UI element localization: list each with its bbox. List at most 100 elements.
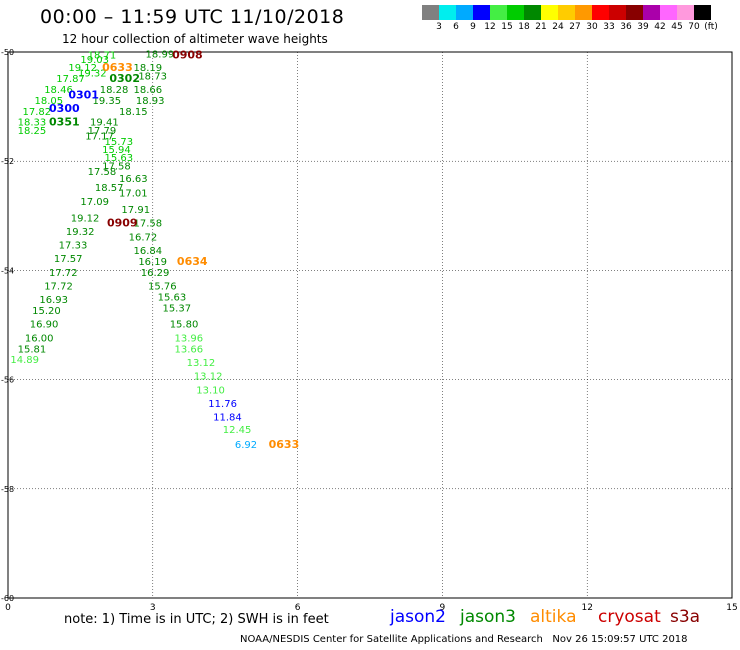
wave-height-label: 16.29 [141, 268, 170, 279]
wave-height-label: 13.96 [175, 333, 204, 344]
color-scale-label: 33 [603, 22, 615, 32]
color-swatch [473, 5, 490, 20]
wave-height-label: 18.46 [44, 85, 73, 96]
pass-time-label: 0351 [49, 116, 80, 129]
wave-height-map: 0 3 6 9 12 15 -50 -52 -54 -56 -58 -60 18.99 18.7119.0… [1, 48, 738, 610]
wave-height-label: 12.45 [223, 425, 252, 436]
wave-height-label: 16.84 [133, 246, 162, 257]
pass-time-label: 0633 [102, 61, 133, 74]
color-scale-label: 24 [552, 22, 564, 32]
color-swatch [558, 5, 575, 20]
pass-time-label: 0634 [177, 255, 208, 268]
wave-height-label: 17.33 [59, 241, 88, 252]
color-swatch [575, 5, 592, 20]
color-scale-label: 21 [535, 22, 547, 32]
wave-height-label: 17.57 [54, 254, 83, 265]
wave-height-label: 18.57 [95, 183, 124, 194]
x-tick-label: 9 [440, 603, 446, 610]
wave-height-label: 18.66 [133, 85, 162, 96]
color-swatch [541, 5, 558, 20]
color-scale-label: 3 [436, 22, 442, 32]
wave-height-label: 11.76 [208, 399, 237, 410]
wave-height-label: 19.12 [71, 213, 100, 224]
map-frame [7, 51, 733, 599]
color-swatch [592, 5, 609, 20]
color-scale-label: 30 [586, 22, 598, 32]
y-tick-label: -60 [1, 594, 14, 603]
wave-height-label: 17.82 [22, 107, 51, 118]
wave-height-label: 18.28 [100, 85, 129, 96]
wave-height-label: 16.00 [25, 333, 54, 344]
wave-height-label: 13.66 [175, 344, 204, 355]
y-tick-label: -58 [1, 485, 14, 494]
wave-height-label: 19.41 [90, 118, 119, 129]
x-tick-label: 6 [295, 603, 301, 610]
color-scale-label: 12 [484, 22, 496, 32]
x-tick-label: 3 [150, 603, 156, 610]
color-scale-labels: 3 6 9 12 15 18 21 24 27 30 33 36 39 42 45 70 (ft) [0, 22, 740, 36]
y-tick-label: -52 [1, 157, 14, 166]
color-swatch [660, 5, 677, 20]
color-swatch [456, 5, 473, 20]
color-swatch [609, 5, 626, 20]
map-title: 00:00 – 11:59 UTC 11/10/2018 [40, 6, 345, 28]
wave-height-label: 11.84 [213, 413, 242, 424]
wave-height-label: 17.01 [119, 189, 148, 200]
wave-height-label: 19.32 [66, 227, 95, 238]
wave-height-label: 16.19 [138, 257, 167, 268]
color-swatch [490, 5, 507, 20]
wave-height-label: 16.90 [30, 320, 59, 331]
legend-item-cryosat: cryosat [598, 607, 661, 627]
wave-height-label: 17.58 [88, 167, 117, 178]
wave-height-label: 17.79 [88, 126, 117, 137]
wave-height-label: 15.94 [102, 145, 131, 156]
wave-height-label: 17.58 [133, 219, 162, 230]
wave-height-label: 15.73 [105, 137, 134, 148]
wave-height-label: 17.58 [102, 161, 131, 172]
wave-height-label: 15.81 [18, 344, 47, 355]
wave-height-label: 16.93 [39, 295, 68, 306]
color-swatch [694, 5, 711, 20]
wave-height-label: 15.63 [158, 292, 187, 303]
pass-time-label: 0301 [68, 88, 99, 101]
color-scale-label: 70 [688, 22, 700, 32]
x-tick-label: 15 [726, 603, 737, 610]
color-scale-label: 9 [470, 22, 476, 32]
wave-height-label: 19.12 [68, 63, 97, 74]
wave-height-label: 15.20 [32, 306, 61, 317]
wave-height-label: 19.03 [80, 55, 109, 66]
legend-item-altika: altika [530, 607, 577, 627]
color-swatch [643, 5, 660, 20]
wave-height-label: 13.12 [187, 358, 216, 369]
map-subtitle: 12 hour collection of altimeter wave hei… [62, 32, 328, 46]
wave-height-label: 17.17 [85, 131, 114, 142]
wave-height-label: 17.72 [44, 282, 73, 293]
y-tick-label: -56 [1, 376, 14, 385]
pass-time-label: 0302 [109, 72, 140, 85]
wave-height-label: 15.37 [162, 303, 191, 314]
wave-height-label: 6.92 [235, 440, 257, 451]
color-swatch [524, 5, 541, 20]
color-scale-label: 39 [637, 22, 649, 32]
color-swatch [677, 5, 694, 20]
wave-height-label: 14.89 [10, 355, 39, 366]
wave-height-label: 18.25 [18, 126, 47, 137]
wave-height-label: 18.99 [146, 49, 175, 60]
color-scale-bar [422, 5, 711, 20]
wave-height-label: 16.72 [129, 232, 158, 243]
color-scale-label: 36 [620, 22, 632, 32]
color-scale-label: 18 [518, 22, 530, 32]
legend-item-jason2: jason2 [390, 607, 446, 627]
color-scale-label: (ft) [704, 22, 718, 32]
wave-height-label: 18.71 [88, 51, 117, 62]
wave-height-label: 17.87 [56, 74, 85, 85]
y-tick-label: -54 [1, 266, 14, 275]
color-scale-label: 15 [501, 22, 513, 32]
color-swatch [422, 5, 439, 20]
x-tick-label: 12 [581, 603, 592, 610]
wave-height-label: 15.63 [105, 153, 134, 164]
wave-height-label: 16.63 [119, 174, 148, 185]
wave-height-label: 13.12 [194, 372, 223, 383]
color-scale-label: 42 [654, 22, 666, 32]
wave-height-label: 18.73 [138, 71, 167, 82]
